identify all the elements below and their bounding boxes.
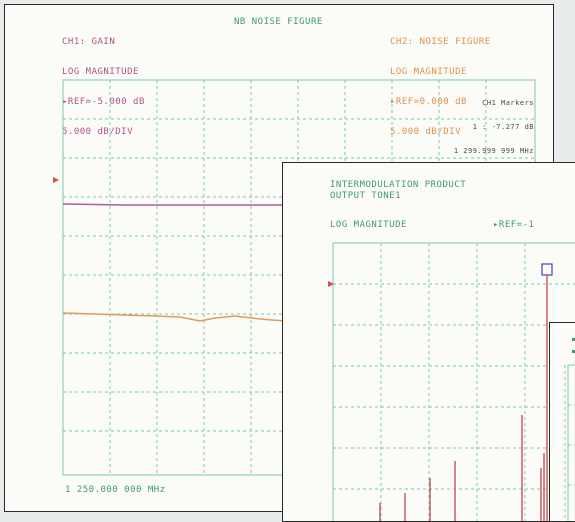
ch1-title: CH1: GAIN <box>62 37 116 47</box>
ch1-format: LOG MAGNITUDE <box>62 67 139 77</box>
imd-format: LOG MAGNITUDE <box>330 220 407 230</box>
intermod-window[interactable]: INTERMODULATION PRODUCT OUTPUT TONE1 LOG… <box>282 162 575 522</box>
imd-spectrum-trace <box>379 275 548 521</box>
ch2-label-block: CH2: NOISE FIGURE LOG MAGNITUDE ▸REF=0.0… <box>390 17 491 157</box>
third-window[interactable] <box>549 322 575 522</box>
graticule-2 <box>328 242 575 521</box>
window-title: NB NOISE FIGURE <box>234 17 323 27</box>
ch1-label-block: CH1: GAIN LOG MAGNITUDE ▸REF=-5.000 dB 5… <box>62 17 145 157</box>
imd-marker-box <box>541 263 553 276</box>
imd-title-line1: INTERMODULATION PRODUCT <box>330 180 467 190</box>
ref-marker-1 <box>53 177 59 183</box>
ch1-gain-trace <box>62 203 285 206</box>
markers-title: CH1 Markers <box>482 99 534 107</box>
imd-reference: ▸REF=-1 <box>493 220 535 230</box>
ch2-reference: ▸REF=0.000 dB <box>390 97 467 107</box>
ch1-scale: 5.000 dB/DIV <box>62 127 134 137</box>
start-frequency: 1 250.000 000 MHz <box>65 485 166 495</box>
graticule-3 <box>564 338 575 521</box>
ch2-scale: 5.000 dB/DIV <box>390 127 462 137</box>
ref-marker-2 <box>328 281 334 287</box>
ch1-reference: ▸REF=-5.000 dB <box>62 97 145 107</box>
imd-title-line2: OUTPUT TONE1 <box>330 191 402 201</box>
ch2-noise-trace <box>62 312 286 322</box>
ch2-format: LOG MAGNITUDE <box>390 67 467 77</box>
marker-1-frequency: 1 299.999 999 MHz <box>453 147 534 155</box>
ch1-markers-box: CH1 Markers 1 : -7.277 dB 1 299.999 999 … <box>400 83 534 171</box>
ch2-title: CH2: NOISE FIGURE <box>390 37 491 47</box>
marker-1-value: 1 : -7.277 dB <box>472 123 534 131</box>
